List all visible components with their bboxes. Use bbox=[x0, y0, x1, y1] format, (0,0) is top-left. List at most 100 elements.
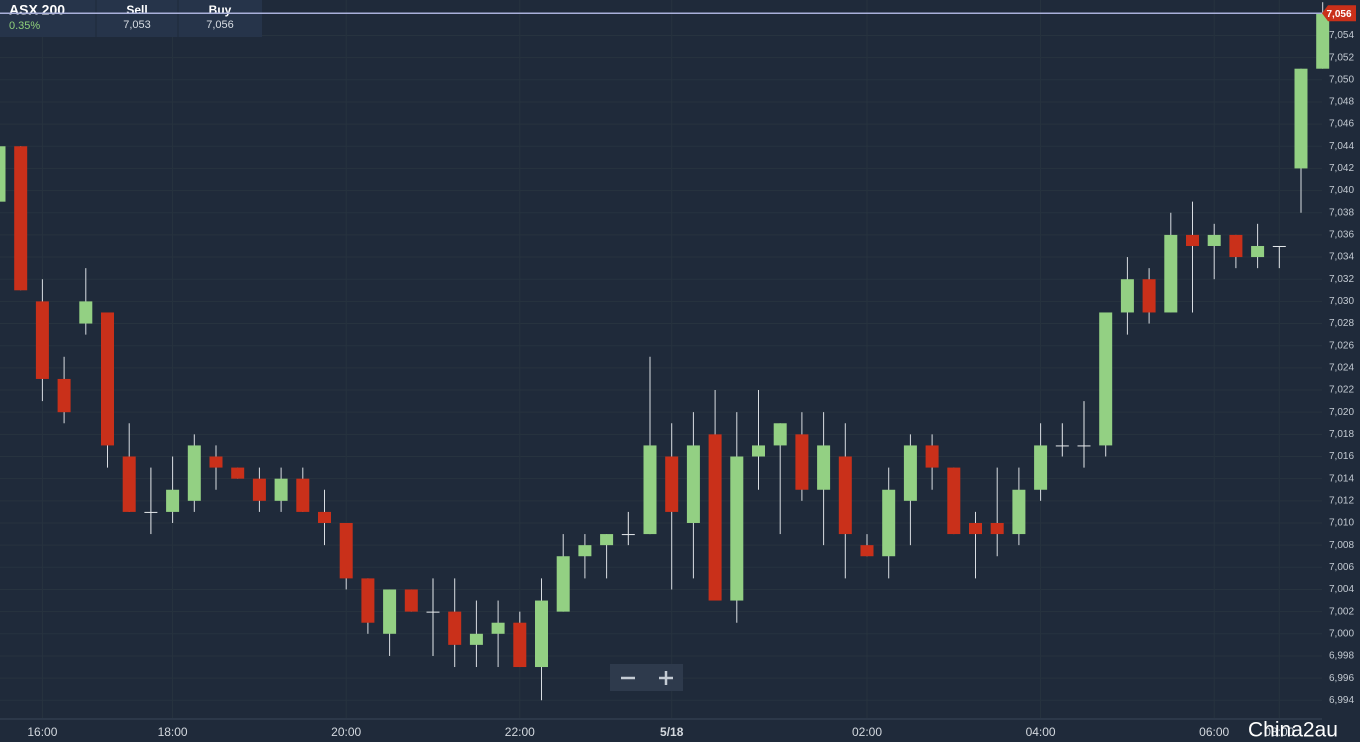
y-tick-label: 7,020 bbox=[1329, 407, 1354, 418]
x-tick-label: 06:00 bbox=[1199, 725, 1229, 739]
candles bbox=[0, 2, 1330, 701]
y-tick-label: 7,008 bbox=[1329, 540, 1354, 551]
candle-body bbox=[339, 522, 353, 579]
candle-body bbox=[57, 378, 71, 413]
candle-body bbox=[665, 456, 679, 512]
candle-body bbox=[144, 511, 158, 513]
candle-body bbox=[1272, 245, 1286, 247]
y-tick-label: 7,044 bbox=[1329, 141, 1354, 152]
candle-body bbox=[578, 545, 592, 557]
candle-body bbox=[318, 511, 331, 523]
candle-body bbox=[1294, 68, 1308, 169]
y-tick-label: 7,028 bbox=[1329, 318, 1354, 329]
instrument: ASX 200 bbox=[9, 2, 65, 18]
candle-body bbox=[817, 445, 831, 490]
candle-body bbox=[1055, 445, 1069, 447]
candle-body bbox=[969, 522, 982, 535]
y-tick-label: 7,024 bbox=[1329, 363, 1354, 374]
candle-body bbox=[686, 445, 700, 523]
candle-body bbox=[0, 146, 6, 202]
candle-body bbox=[1077, 445, 1091, 447]
candle-body bbox=[1142, 279, 1156, 313]
sell-label[interactable]: Sell bbox=[126, 3, 147, 17]
candle-body bbox=[14, 146, 28, 291]
candle-body bbox=[209, 456, 223, 468]
buy-price[interactable]: 7,056 bbox=[206, 19, 234, 31]
candle-body bbox=[643, 445, 657, 535]
candle-body bbox=[535, 600, 548, 668]
x-tick-label: 04:00 bbox=[1026, 725, 1056, 739]
candle-body bbox=[231, 467, 245, 479]
watermark: China2au bbox=[1248, 719, 1338, 742]
candle-body bbox=[448, 611, 462, 645]
candle-body bbox=[296, 478, 310, 512]
y-tick-label: 7,036 bbox=[1329, 230, 1354, 241]
sell-price[interactable]: 7,053 bbox=[123, 19, 151, 31]
y-tick-label: 7,010 bbox=[1329, 518, 1354, 529]
y-tick-label: 7,016 bbox=[1329, 451, 1354, 462]
y-tick-label: 7,022 bbox=[1329, 385, 1354, 396]
y-tick-label: 7,048 bbox=[1329, 97, 1354, 108]
candle-body bbox=[838, 456, 852, 535]
candle-body bbox=[274, 478, 288, 501]
x-tick-label: 22:00 bbox=[505, 725, 535, 739]
candle-body bbox=[79, 301, 93, 324]
candle-body bbox=[1120, 279, 1134, 313]
candle-body bbox=[947, 467, 961, 535]
y-tick-label: 7,038 bbox=[1329, 207, 1354, 218]
candle-body bbox=[1207, 234, 1221, 246]
candle-body bbox=[773, 423, 787, 446]
y-tick-label: 7,000 bbox=[1329, 628, 1354, 639]
candle-body bbox=[556, 556, 570, 612]
candle-body bbox=[882, 489, 896, 557]
y-tick-label: 7,006 bbox=[1329, 562, 1354, 573]
candle-body bbox=[925, 445, 939, 468]
y-tick-label: 7,026 bbox=[1329, 340, 1354, 351]
instrument-panel bbox=[0, 0, 262, 37]
x-tick-label: 16:00 bbox=[27, 725, 57, 739]
y-tick-label: 7,012 bbox=[1329, 495, 1354, 506]
grid: 6,994 6,996 6,998 7,000 7,002 7,004 7,006 7,008… bbox=[1329, 30, 1355, 706]
y-tick-label: 7,042 bbox=[1329, 163, 1354, 174]
y-tick-label: 7,032 bbox=[1329, 274, 1354, 285]
candle-body bbox=[1012, 489, 1026, 535]
y-tick-label: 7,040 bbox=[1329, 185, 1354, 196]
price-tag bbox=[1322, 5, 1356, 22]
y-tick-label: 7,034 bbox=[1329, 252, 1354, 263]
candle-body bbox=[187, 445, 201, 501]
y-tick-label: 6,996 bbox=[1329, 673, 1354, 684]
candle-body bbox=[860, 545, 874, 557]
candle-body bbox=[491, 622, 505, 634]
y-tick-label: 7,054 bbox=[1329, 30, 1354, 41]
buy-label[interactable]: Buy bbox=[209, 3, 232, 17]
y-tick-label: 7,018 bbox=[1329, 429, 1354, 440]
candle-body bbox=[730, 456, 744, 601]
candle-body bbox=[708, 434, 722, 601]
candle-body bbox=[600, 534, 614, 546]
candle-body bbox=[426, 611, 440, 613]
x-tick-label: 20:00 bbox=[331, 725, 361, 739]
candle-body bbox=[1164, 234, 1178, 313]
candle-body bbox=[1316, 13, 1330, 69]
candle-body bbox=[903, 445, 917, 501]
x-tick-label: 5/18 bbox=[660, 725, 684, 739]
candle-body bbox=[1099, 312, 1113, 446]
candle-body bbox=[1251, 245, 1265, 258]
candle-body bbox=[1034, 445, 1048, 490]
y-tick-label: 7,050 bbox=[1329, 74, 1354, 85]
candle-body bbox=[122, 456, 136, 512]
candle-body bbox=[361, 578, 375, 623]
candle-body bbox=[752, 445, 765, 457]
candle-body bbox=[1229, 234, 1243, 258]
y-tick-label: 7,052 bbox=[1329, 52, 1354, 63]
x-tick-label: 18:00 bbox=[158, 725, 188, 739]
candle-body bbox=[621, 534, 635, 536]
y-tick-label: 7,014 bbox=[1329, 473, 1354, 484]
candle-body bbox=[101, 312, 114, 446]
overlay: 16:00 18:00 20:00 22:00 5/18 02:00 04:00 06:00 0… bbox=[0, 5, 1356, 739]
candle-body bbox=[513, 622, 527, 668]
y-tick-label: 6,998 bbox=[1329, 651, 1354, 662]
y-tick-label: 7,002 bbox=[1329, 606, 1354, 617]
y-tick-label: 7,046 bbox=[1329, 119, 1354, 130]
